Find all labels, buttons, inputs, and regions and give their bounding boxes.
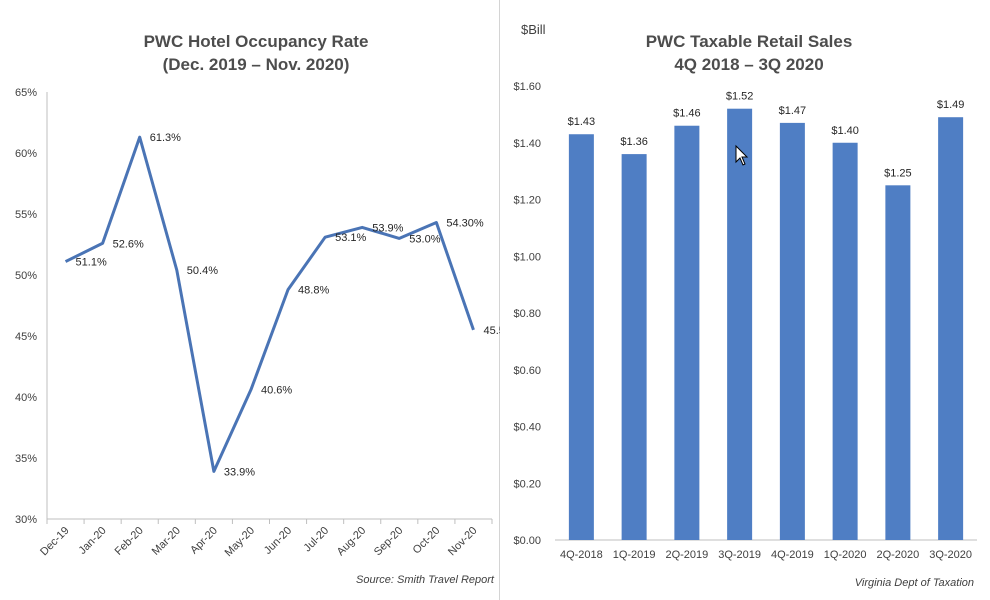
occupancy-y-tick-label: 55% [15, 209, 37, 221]
occupancy-x-tick-label: May-20 [223, 525, 257, 559]
sales-data-label: $1.43 [568, 116, 596, 128]
sales-x-tick-label: 3Q-2019 [718, 549, 761, 561]
occupancy-x-ticks: Dec-19 Jan-20 Feb-20 Mar-20 Apr-20 May-20 Jun-… [38, 519, 493, 559]
occupancy-data-label: 51.1% [76, 257, 107, 269]
sales-source: Virginia Dept of Taxation [855, 577, 974, 589]
sales-x-tick-label: 3Q-2020 [929, 549, 972, 561]
sales-data-label: $1.36 [620, 136, 648, 148]
occupancy-series-line [64, 135, 475, 473]
sales-y-tick-label: $0.60 [513, 365, 541, 377]
sales-title-line1: PWC Taxable Retail Sales [646, 32, 853, 51]
occupancy-line-chart: PWC Hotel Occupancy Rate (Dec. 2019 – No… [15, 32, 500, 586]
sales-y-tick-label: $0.20 [513, 478, 541, 490]
occupancy-y-tick-label: 45% [15, 331, 37, 343]
occupancy-source: Source: Smith Travel Report [356, 574, 495, 586]
occupancy-y-tick-label: 50% [15, 270, 37, 282]
sales-y-tick-label: $1.60 [513, 81, 541, 93]
panel-divider [499, 0, 500, 600]
occupancy-data-label: 53.9% [372, 222, 403, 234]
occupancy-x-tick-label: Apr-20 [188, 525, 220, 557]
sales-y-tick-label: $1.40 [513, 138, 541, 150]
occupancy-data-label: 48.8% [298, 285, 329, 297]
sales-y-tick-label: $0.40 [513, 422, 541, 434]
sales-x-tick-label: 2Q-2020 [876, 549, 919, 561]
occupancy-data-label: 53.1% [335, 232, 366, 244]
occupancy-data-label: 33.9% [224, 466, 255, 478]
occupancy-title-line1: PWC Hotel Occupancy Rate [144, 32, 369, 51]
sales-y-ticks: $0.00 $0.20 $0.40 $0.60 $0.80 $1.00 $1.20 $1.40… [513, 81, 541, 547]
occupancy-y-tick-label: 35% [15, 453, 37, 465]
occupancy-y-ticks: 30% 35% 40% 45% 50% 55% 60% 65% [15, 87, 37, 526]
sales-bar [779, 122, 805, 540]
occupancy-y-tick-label: 60% [15, 148, 37, 160]
occupancy-x-tick-label: Feb-20 [113, 525, 146, 558]
occupancy-x-tick-label: Sep-20 [372, 525, 406, 559]
occupancy-x-tick-label: Jul-20 [302, 525, 332, 555]
sales-y-tick-label: $0.80 [513, 308, 541, 320]
sales-x-tick-label: 4Q-2019 [771, 549, 814, 561]
retail-sales-bar-chart: $Bill PWC Taxable Retail Sales 4Q 2018 –… [513, 22, 977, 589]
occupancy-x-tick-label: Mar-20 [150, 525, 183, 558]
sales-x-tick-label: 4Q-2018 [560, 549, 603, 561]
sales-data-label: $1.47 [779, 105, 807, 117]
sales-x-tick-label: 2Q-2019 [665, 549, 708, 561]
occupancy-y-tick-label: 30% [15, 514, 37, 526]
sales-bar [727, 108, 753, 540]
occupancy-x-tick-label: Jun-20 [262, 525, 294, 557]
sales-data-label: $1.25 [884, 167, 912, 179]
sales-data-label: $1.52 [726, 91, 754, 103]
sales-y-tick-label: $1.00 [513, 251, 541, 263]
sales-unit-label: $Bill [521, 22, 546, 37]
occupancy-data-label: 52.6% [113, 238, 144, 250]
occupancy-x-tick-label: Oct-20 [411, 525, 443, 557]
sales-bar [832, 142, 858, 540]
sales-bar [674, 125, 700, 540]
occupancy-x-tick-label: Nov-20 [446, 525, 480, 559]
occupancy-x-tick-label: Dec-19 [38, 525, 72, 559]
sales-x-tick-label: 1Q-2020 [824, 549, 867, 561]
sales-bar [885, 185, 911, 540]
occupancy-y-tick-label: 40% [15, 392, 37, 404]
sales-bar [621, 154, 647, 540]
occupancy-title-line2: (Dec. 2019 – Nov. 2020) [163, 55, 350, 74]
occupancy-x-tick-label: Jan-20 [76, 525, 108, 557]
mouse-cursor-icon [735, 144, 749, 166]
occupancy-data-label: 61.3% [150, 132, 181, 144]
sales-bars [568, 108, 964, 541]
sales-data-label: $1.40 [831, 125, 859, 137]
sales-data-label: $1.49 [937, 99, 965, 111]
sales-data-labels: $1.43 $1.36 $1.46 $1.52 $1.47 $1.40 $1.25 $1.49 [568, 91, 965, 180]
occupancy-data-label: 50.4% [187, 265, 218, 277]
sales-y-tick-label: $0.00 [513, 535, 541, 547]
occupancy-data-label: 40.6% [261, 385, 292, 397]
sales-x-tick-label: 1Q-2019 [613, 549, 656, 561]
occupancy-data-labels: 51.1% 52.6% 61.3% 50.4% 33.9% 40.6% 48.8% 53.1%… [76, 132, 500, 478]
occupancy-y-tick-label: 65% [15, 87, 37, 99]
occupancy-data-label: 45.50% [483, 325, 500, 337]
sales-bar [938, 117, 964, 541]
sales-y-tick-label: $1.20 [513, 195, 541, 207]
sales-data-label: $1.46 [673, 108, 701, 120]
occupancy-data-label: 53.0% [409, 233, 440, 245]
occupancy-data-label: 54.30% [446, 218, 484, 230]
sales-title-line2: 4Q 2018 – 3Q 2020 [674, 55, 823, 74]
sales-x-ticks: 4Q-2018 1Q-2019 2Q-2019 3Q-2019 4Q-2019 1Q-20… [560, 549, 972, 561]
sales-bar [568, 134, 594, 541]
occupancy-x-tick-label: Aug-20 [335, 525, 369, 559]
